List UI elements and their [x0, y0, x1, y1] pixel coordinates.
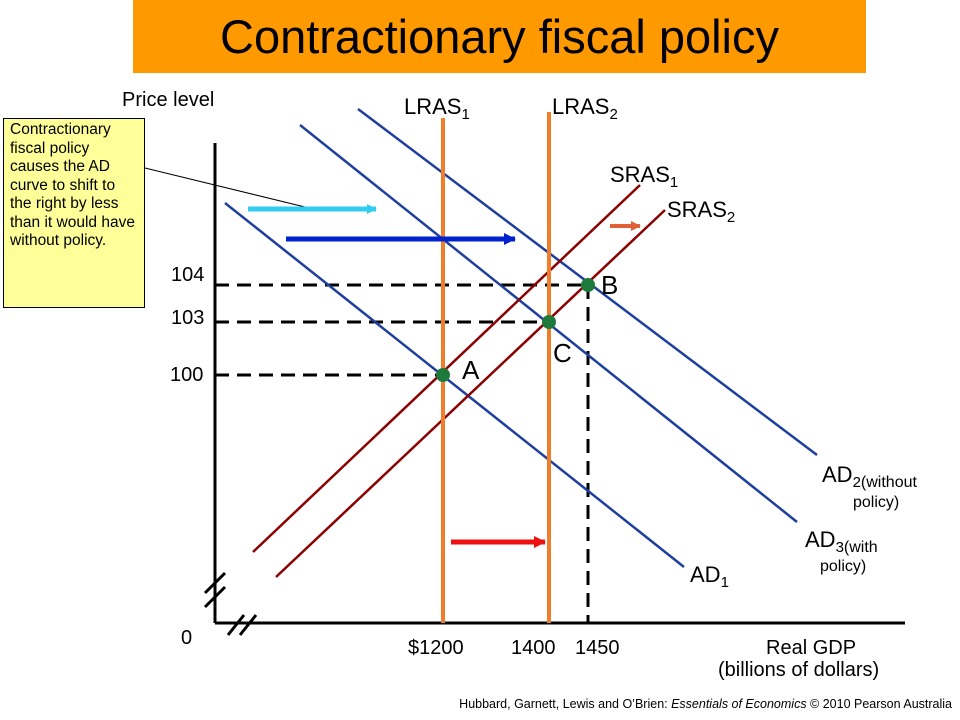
sras2-curve: [275, 209, 666, 578]
sras1-label: SRAS1: [610, 162, 679, 191]
page-title: Contractionary fiscal policy: [220, 10, 779, 63]
point-c-marker: [542, 315, 556, 329]
point-c-label: C: [553, 338, 572, 368]
x-tick-1450: 1450: [575, 637, 620, 659]
y-tick-100: 100: [170, 364, 204, 386]
source-credit: Hubbard, Garnett, Lewis and O’Brien: Ess…: [459, 697, 952, 711]
point-a-label: A: [462, 355, 480, 385]
x-tick-1400: 1400: [511, 637, 556, 659]
callout-box: Contractionary fiscal policy causes the …: [3, 118, 145, 308]
point-b-label: B: [601, 270, 619, 300]
ad2-note: policy): [853, 494, 900, 511]
x-tick-1200: $1200: [408, 637, 464, 659]
y-tick-103: 103: [171, 307, 205, 329]
callout-pointer-line: [144, 167, 306, 208]
y-axis-label: Price level: [122, 89, 215, 111]
lras1-label: LRAS1: [404, 94, 470, 123]
lras2-label: LRAS2: [552, 94, 618, 123]
y-axis-break-mark: [203, 585, 227, 609]
sras2-label: SRAS2: [667, 197, 736, 226]
x-axis-break-mark: [238, 614, 258, 636]
sras1-curve: [252, 184, 641, 553]
ad1-label: AD1: [690, 562, 729, 591]
x-axis-break-mark: [226, 614, 246, 636]
y-axis-break-mark: [203, 571, 227, 595]
x-axis-unit: (billions of dollars): [718, 659, 880, 681]
point-b-marker: [581, 278, 595, 292]
title-banner: Contractionary fiscal policy: [133, 0, 866, 73]
ad3-label: AD3(with: [805, 527, 878, 556]
ad3-note: policy): [820, 558, 867, 575]
ad1-curve: [224, 202, 685, 568]
y-tick-104: 104: [171, 264, 205, 286]
point-a-marker: [436, 368, 450, 382]
x-axis-label: Real GDP: [766, 637, 857, 659]
origin-label: 0: [181, 627, 193, 649]
ad2-label: AD2(without: [822, 462, 917, 491]
